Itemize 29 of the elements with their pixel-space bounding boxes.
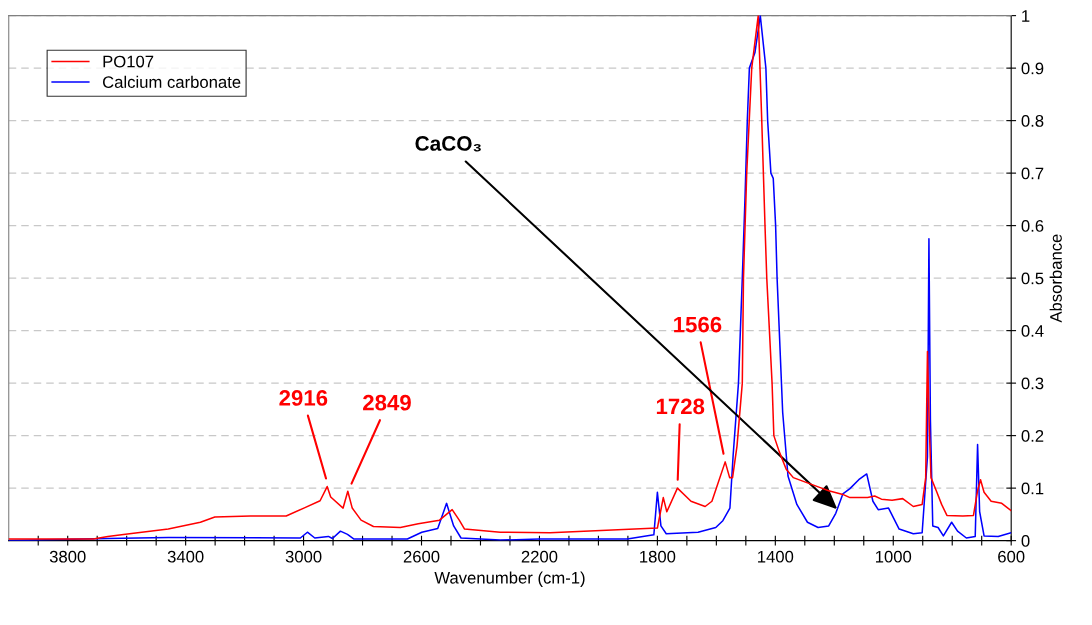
- y-tick-label: 0.2: [1021, 430, 1044, 442]
- annotation: 1728: [656, 398, 705, 415]
- y-tick-label: 1: [1022, 10, 1030, 22]
- x-tick-label: 2200: [521, 550, 558, 563]
- x-tick-label: 3800: [49, 550, 86, 563]
- x-tick-label: 2600: [403, 550, 440, 563]
- annotation: 2849: [363, 394, 411, 411]
- y-axis-title: Absorbance: [1049, 234, 1062, 323]
- x-tick-label: 1000: [875, 550, 912, 563]
- x-tick-label: 600: [998, 550, 1025, 563]
- annotation: 1566: [674, 316, 722, 333]
- y-tick-label: 0.8: [1021, 115, 1044, 127]
- legend-label: PO107: [103, 55, 154, 68]
- y-tick-label: 0: [1021, 535, 1030, 547]
- x-tick-label: 3000: [285, 550, 322, 563]
- legend-label: Calcium carbonate: [102, 75, 241, 88]
- y-tick-label: 0.7: [1021, 167, 1044, 180]
- annotation: 2916: [279, 390, 328, 406]
- y-tick-label: 0.4: [1021, 325, 1044, 337]
- y-tick-label: 0.1: [1021, 482, 1044, 495]
- x-tick-label: 1800: [640, 550, 676, 563]
- y-tick-label: 0.3: [1021, 377, 1044, 390]
- x-axis-title: Wavenumber (cm-1): [434, 571, 585, 587]
- x-tick-label: 1400: [758, 550, 794, 563]
- y-tick-label: 0.6: [1021, 220, 1044, 232]
- y-tick-label: 0.5: [1021, 272, 1044, 285]
- annotation: CaCO₃: [415, 136, 481, 152]
- y-tick-label: 0.9: [1021, 62, 1044, 75]
- x-tick-label: 3400: [167, 550, 204, 563]
